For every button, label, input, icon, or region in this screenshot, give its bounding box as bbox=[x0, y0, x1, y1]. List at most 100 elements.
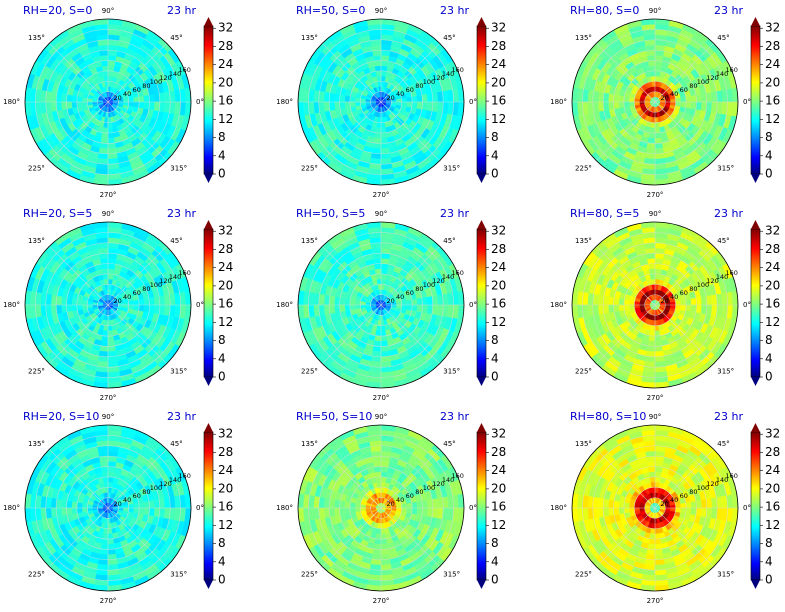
colorbar-tick-label: 20 bbox=[218, 481, 233, 495]
heat-cell bbox=[102, 330, 109, 337]
heat-cell bbox=[55, 304, 63, 315]
heat-cell bbox=[380, 466, 389, 473]
heat-cell bbox=[339, 94, 346, 103]
radial-tick-label: 60 bbox=[133, 289, 141, 297]
heat-cell bbox=[371, 553, 382, 561]
heat-cell bbox=[339, 304, 346, 313]
colorbar-tick-label: 0 bbox=[218, 370, 226, 384]
colorbar-extend-max bbox=[204, 423, 213, 432]
heat-cell bbox=[107, 476, 114, 483]
heat-cell bbox=[426, 92, 434, 103]
angle-tick-label: 135° bbox=[575, 237, 592, 245]
heat-cell bbox=[328, 92, 336, 103]
heat-cell bbox=[690, 297, 697, 306]
colorbar-extend-max bbox=[477, 17, 486, 26]
heat-cell bbox=[128, 507, 135, 513]
heat-cell bbox=[354, 97, 361, 103]
heat-cell bbox=[647, 263, 656, 270]
heat-cell bbox=[101, 132, 109, 139]
heat-cell bbox=[354, 503, 361, 509]
radial-tick-label: 60 bbox=[680, 86, 688, 94]
colorbar-tick-label: 28 bbox=[765, 39, 780, 53]
heat-cell bbox=[426, 101, 434, 112]
colorbar-extend-min bbox=[204, 377, 213, 386]
angle-tick-label: 0° bbox=[469, 301, 477, 309]
angle-tick-label: 45° bbox=[717, 34, 729, 42]
heat-cell bbox=[380, 481, 386, 488]
angle-tick-label: 90° bbox=[375, 7, 387, 15]
colorbar-tick-label: 16 bbox=[765, 297, 780, 311]
colorbar-tick-label: 20 bbox=[765, 278, 780, 292]
heat-cell bbox=[81, 300, 88, 306]
heat-cell bbox=[107, 49, 118, 57]
angle-tick-label: 180° bbox=[3, 504, 20, 512]
radial-tick-label: 40 bbox=[123, 496, 131, 504]
radial-tick-label: 60 bbox=[133, 492, 141, 500]
colorbar-tick-label: 28 bbox=[218, 39, 233, 53]
grid-spoke bbox=[49, 101, 109, 161]
heat-cell bbox=[153, 304, 161, 315]
heat-cell bbox=[613, 297, 620, 306]
colorbar-extend-min bbox=[204, 174, 213, 183]
heat-cell bbox=[107, 471, 115, 478]
heat-cell bbox=[71, 501, 78, 509]
colorbar-tick-label: 4 bbox=[218, 148, 226, 162]
colorbar-tick-label: 28 bbox=[491, 242, 506, 256]
colorbar bbox=[476, 25, 487, 175]
heat-cell bbox=[107, 65, 115, 72]
panel: 20 40 60 80 10012014016090°45°0°315°270°225°… bbox=[3, 4, 233, 199]
heat-cell bbox=[690, 101, 697, 110]
angle-tick-label: 0° bbox=[743, 98, 751, 106]
heat-cell bbox=[103, 528, 109, 535]
radial-tick-label: 40 bbox=[670, 90, 678, 98]
heat-cell bbox=[66, 304, 73, 313]
panel-time-label: 23 hr bbox=[167, 410, 196, 423]
heat-cell bbox=[100, 340, 109, 347]
heat-cell bbox=[416, 297, 423, 306]
heat-cell bbox=[55, 101, 63, 112]
heat-cell bbox=[98, 350, 109, 358]
heat-cell bbox=[374, 335, 382, 342]
polar-frame bbox=[24, 18, 192, 186]
heat-cell bbox=[380, 543, 389, 550]
radial-tick-label: 40 bbox=[123, 90, 131, 98]
heat-cell bbox=[138, 304, 145, 312]
heat-cell bbox=[133, 304, 140, 311]
heat-cell bbox=[107, 481, 113, 488]
colorbar-tick-label: 4 bbox=[765, 351, 773, 365]
heat-cell bbox=[613, 94, 620, 103]
heat-cell bbox=[623, 299, 630, 306]
heat-cell bbox=[373, 466, 382, 473]
heat-cell bbox=[98, 252, 109, 260]
colorbar-tick-label: 32 bbox=[765, 224, 780, 238]
heat-cell bbox=[153, 295, 161, 306]
colorbar-tick-label: 16 bbox=[218, 500, 233, 514]
heat-cell bbox=[647, 137, 656, 144]
angle-tick-label: 315° bbox=[170, 164, 187, 172]
heat-cell bbox=[602, 295, 610, 306]
colorbar-tick-label: 12 bbox=[491, 315, 506, 329]
radial-tick-label: 80 bbox=[142, 82, 150, 90]
angle-tick-label: 180° bbox=[550, 98, 567, 106]
radial-tick-label: 160 bbox=[725, 66, 737, 74]
heat-cell bbox=[602, 101, 610, 112]
heat-cell bbox=[371, 252, 382, 260]
angle-tick-label: 225° bbox=[28, 570, 45, 578]
colorbar-tick-label: 28 bbox=[491, 39, 506, 53]
heat-cell bbox=[675, 101, 682, 107]
heat-cell bbox=[380, 75, 386, 82]
heat-cell bbox=[411, 304, 418, 312]
radial-tick-label: 60 bbox=[133, 86, 141, 94]
heat-cell bbox=[690, 304, 697, 313]
heat-cell bbox=[128, 304, 135, 310]
heat-cell bbox=[649, 127, 656, 134]
colorbar bbox=[476, 228, 487, 378]
colorbar-tick-label: 12 bbox=[765, 112, 780, 126]
heat-cell bbox=[680, 101, 687, 108]
heat-cell bbox=[645, 252, 656, 260]
heat-cell bbox=[101, 335, 109, 342]
heat-cell bbox=[98, 49, 109, 57]
heat-cell bbox=[100, 466, 109, 473]
heat-cell bbox=[374, 538, 382, 545]
heat-cell bbox=[645, 49, 656, 57]
